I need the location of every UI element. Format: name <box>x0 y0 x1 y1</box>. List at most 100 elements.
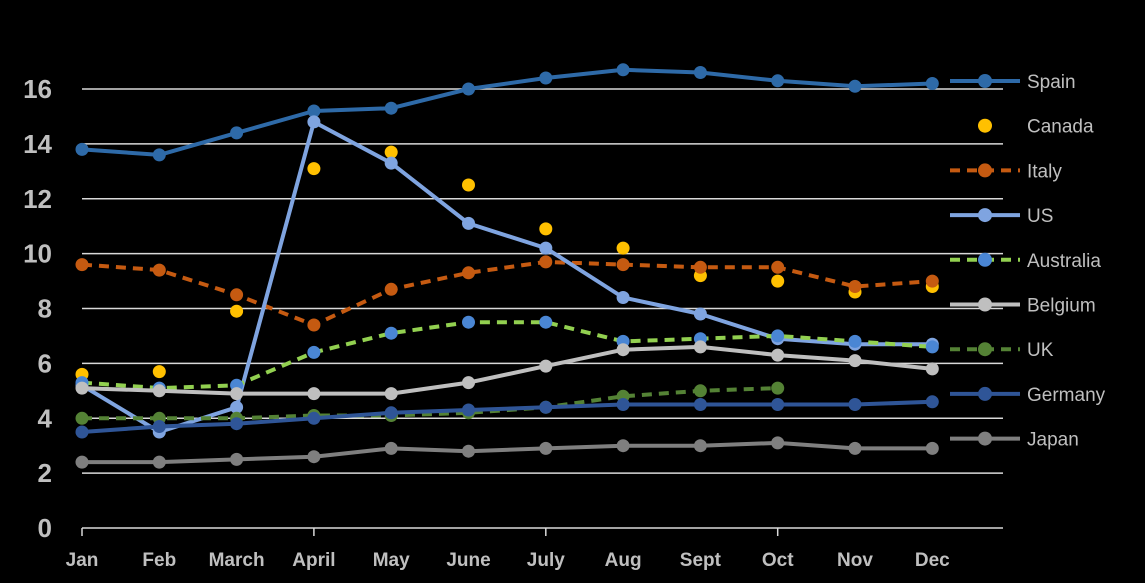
data-point-canada <box>307 162 321 176</box>
data-point-australia <box>771 329 785 343</box>
legend-marker <box>978 386 992 401</box>
legend-label: Spain <box>1027 72 1076 93</box>
data-point-japan <box>771 436 785 450</box>
legend-item-australia: Australia <box>950 251 1101 272</box>
legend-label: Germany <box>1027 385 1106 406</box>
gridlines <box>82 88 1003 474</box>
data-point-spain <box>230 126 244 140</box>
legend-item-japan: Japan <box>950 430 1079 451</box>
data-point-germany <box>848 398 862 411</box>
y-tick-label: 8 <box>38 294 52 324</box>
data-point-italy <box>384 282 398 296</box>
legend-item-belgium: Belgium <box>950 296 1096 317</box>
data-point-belgium <box>616 343 630 357</box>
data-point-australia <box>307 345 321 359</box>
data-point-germany <box>307 411 321 425</box>
data-point-us <box>616 291 630 304</box>
data-point-uk <box>771 381 785 395</box>
legend-item-germany: Germany <box>950 385 1106 406</box>
data-point-us <box>307 115 321 129</box>
data-point-canada <box>462 178 475 192</box>
data-point-italy <box>925 274 939 288</box>
series-line-belgium <box>80 344 935 396</box>
data-point-japan <box>925 441 939 455</box>
data-point-australia <box>848 334 862 348</box>
series-line-us <box>80 119 935 434</box>
data-point-belgium <box>462 376 475 390</box>
data-point-italy <box>230 288 244 302</box>
series-line-australia <box>81 320 933 391</box>
data-point-spain <box>925 77 939 90</box>
data-point-canada <box>384 145 398 159</box>
series-line-italy <box>81 259 933 327</box>
data-point-italy <box>616 258 630 272</box>
data-point-germany <box>384 406 398 420</box>
data-point-belgium <box>771 348 785 362</box>
data-point-japan <box>75 455 89 469</box>
data-point-spain <box>771 74 785 88</box>
data-point-belgium <box>230 387 244 401</box>
series-lines <box>75 63 939 469</box>
x-tick-label: Sept <box>680 550 722 571</box>
legend-marker <box>978 74 992 88</box>
series-germany <box>75 395 939 439</box>
data-point-belgium <box>384 387 398 401</box>
data-point-belgium <box>75 381 89 395</box>
data-point-canada <box>539 222 553 236</box>
y-tick-label: 4 <box>38 403 53 433</box>
data-point-belgium <box>539 359 553 373</box>
data-point-spain <box>462 82 475 96</box>
data-point-belgium <box>693 340 707 354</box>
data-point-germany <box>693 398 707 411</box>
data-point-italy <box>75 258 89 272</box>
data-point-canada <box>230 304 244 318</box>
data-point-australia <box>539 315 553 329</box>
x-tick-label: May <box>373 550 410 571</box>
data-point-us <box>693 307 707 321</box>
y-tick-label: 6 <box>38 348 52 378</box>
y-tick-label: 10 <box>23 239 52 269</box>
data-point-australia <box>384 326 398 340</box>
data-point-australia <box>925 340 939 354</box>
data-point-germany <box>539 400 553 414</box>
data-point-spain <box>693 66 707 79</box>
axes: 0 2 4 6 8 10 12 14 16 Jan Feb March April May June July… <box>23 74 1003 571</box>
legend-item-spain: Spain <box>950 72 1076 93</box>
data-point-canada <box>616 241 630 255</box>
data-point-australia <box>462 315 475 329</box>
legend-marker <box>978 208 992 223</box>
data-point-japan <box>693 439 707 453</box>
data-point-italy <box>848 280 862 293</box>
data-point-japan <box>539 441 553 455</box>
data-point-germany <box>75 425 89 439</box>
legend-label: Belgium <box>1027 296 1096 317</box>
legend-marker <box>978 118 992 133</box>
x-tick-label: June <box>446 550 490 571</box>
x-tick-label: July <box>527 550 565 571</box>
data-point-spain <box>384 101 398 115</box>
legend-label: UK <box>1027 340 1054 361</box>
series-line-spain <box>80 67 935 157</box>
data-point-germany <box>771 398 785 411</box>
legend-label: Japan <box>1027 430 1079 451</box>
legend-label: Canada <box>1027 117 1094 138</box>
legend: Spain Canada Italy US Australia Belgium UK Germ… <box>950 72 1106 451</box>
x-tick-label: Aug <box>605 550 642 571</box>
data-point-italy <box>462 266 475 280</box>
data-point-us <box>462 216 475 230</box>
data-point-italy <box>539 255 553 269</box>
data-point-germany <box>230 417 244 431</box>
y-tick-label: 0 <box>38 513 52 543</box>
legend-marker <box>978 163 992 178</box>
data-point-spain <box>539 71 553 85</box>
data-point-canada <box>152 365 166 379</box>
legend-marker <box>978 431 992 446</box>
legend-item-italy: Italy <box>950 161 1062 182</box>
data-point-us <box>539 241 553 255</box>
legend-item-uk: UK <box>950 340 1054 361</box>
data-point-japan <box>462 444 475 458</box>
data-point-spain <box>848 79 862 93</box>
series-line-uk <box>82 386 778 421</box>
series-australia <box>75 315 939 395</box>
